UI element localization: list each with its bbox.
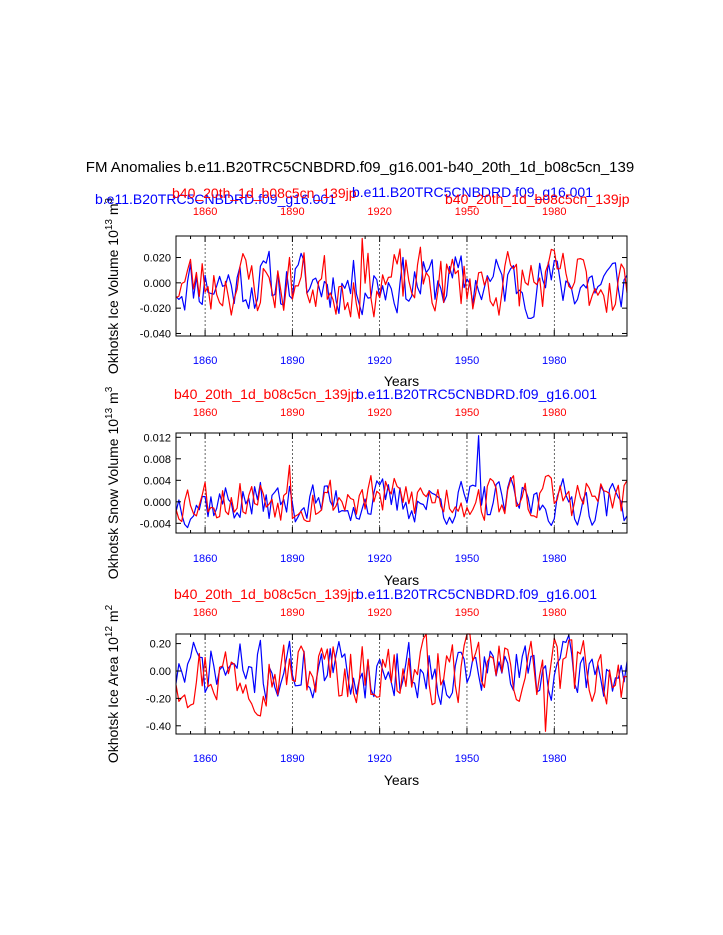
top-xtick-label: 1980 (542, 607, 566, 619)
ytick-label: 0.000 (143, 278, 171, 290)
y-axis-label: Okhotsk Ice Volume 1013 m3 (104, 197, 121, 374)
bottom-xtick-label: 1950 (455, 553, 479, 565)
bottom-xtick-label: 1980 (542, 753, 566, 765)
bottom-xtick-label: 1950 (455, 355, 479, 367)
bottom-xtick-label: 1980 (542, 553, 566, 565)
panel-snow-volume: b40_20th_1d_b08c5cn_139jpb.e11.B20TRC5CN… (104, 386, 628, 588)
panel-ice-volume: 1860 1890 1920 1950 1980 0.020 0.000 -0.020 -0.0… (104, 197, 628, 389)
series-line-red (175, 464, 628, 523)
top-xtick-label: 1980 (542, 206, 566, 218)
figure-title: FM Anomalies b.e11.B20TRC5CNBDRD.f09_g16… (86, 159, 634, 176)
y-axis-label: Okhotsk Snow Volume 1013 m3 (104, 386, 121, 579)
x-axis-label: Years (384, 572, 419, 588)
series-line-red (175, 633, 628, 732)
bottom-xtick-label: 1860 (193, 753, 217, 765)
series-line-blue (175, 435, 628, 529)
top-label-red-left: b40_20th_1d_b08c5cn_139jp (172, 185, 357, 201)
ytick-label: 0.020 (143, 253, 171, 265)
top-xtick-label: 1860 (193, 407, 217, 419)
top-xtick-label: 1920 (367, 607, 391, 619)
top-xtick-label: 1860 (193, 206, 217, 218)
top-label-red-right: b40_20th_1d_b08c5cn_139jp (445, 191, 630, 207)
ytick-label: 0.004 (143, 475, 171, 487)
bottom-xtick-label: 1860 (193, 553, 217, 565)
panel-header-red: b40_20th_1d_b08c5cn_139jp (174, 586, 359, 602)
bottom-xtick-label: 1890 (280, 753, 304, 765)
bottom-xtick-label: 1950 (455, 753, 479, 765)
ytick-label: -0.20 (146, 693, 171, 705)
ytick-label: -0.020 (140, 303, 171, 315)
top-xtick-label: 1950 (455, 206, 479, 218)
bottom-xtick-label: 1890 (280, 553, 304, 565)
ytick-label: 0.20 (150, 639, 171, 651)
top-xtick-label: 1950 (455, 607, 479, 619)
ytick-label: -0.40 (146, 721, 171, 733)
top-xtick-label: 1950 (455, 407, 479, 419)
top-label-blue-right: b.e11.B20TRC5CNBDRD.f09_g16.001 (352, 184, 593, 200)
ytick-label: -0.040 (140, 328, 171, 340)
panel-ice-area: b40_20th_1d_b08c5cn_139jpb.e11.B20TRC5CN… (104, 586, 628, 788)
ytick-label: 0.012 (143, 432, 171, 444)
top-xtick-label: 1920 (367, 407, 391, 419)
panel-header-blue: b.e11.B20TRC5CNBDRD.f09_g16.001 (356, 586, 597, 602)
plot-frame (175, 633, 628, 735)
series-line-blue (175, 250, 628, 319)
ytick-label: -0.004 (140, 518, 171, 530)
top-xtick-label: 1920 (367, 206, 391, 218)
top-xtick-label: 1890 (280, 607, 304, 619)
panel-header-red: b40_20th_1d_b08c5cn_139jp (174, 386, 359, 402)
bottom-xtick-label: 1920 (367, 355, 391, 367)
bottom-xtick-label: 1860 (193, 355, 217, 367)
plot-frame (175, 432, 628, 534)
x-axis-label: Years (384, 772, 419, 788)
bottom-xtick-label: 1920 (367, 753, 391, 765)
top-xtick-label: 1890 (280, 407, 304, 419)
top-label-blue-left: b.e11.B20TRC5CNBDRD.f09_g16.001 (95, 191, 336, 207)
series-line-red (175, 237, 628, 319)
bottom-xtick-label: 1890 (280, 355, 304, 367)
ytick-label: 0.000 (143, 497, 171, 509)
top-xtick-label: 1980 (542, 407, 566, 419)
y-axis-label: Okhotsk Ice Area 1012 m2 (104, 604, 121, 763)
x-axis-label: Years (384, 373, 419, 389)
ytick-label: 0.008 (143, 454, 171, 466)
panel-header-blue: b.e11.B20TRC5CNBDRD.f09_g16.001 (356, 386, 597, 402)
plot-frame (175, 235, 628, 337)
bottom-xtick-label: 1920 (367, 553, 391, 565)
top-xtick-label: 1860 (193, 607, 217, 619)
top-xtick-label: 1890 (280, 206, 304, 218)
ytick-label: 0.00 (150, 666, 171, 678)
bottom-xtick-label: 1980 (542, 355, 566, 367)
